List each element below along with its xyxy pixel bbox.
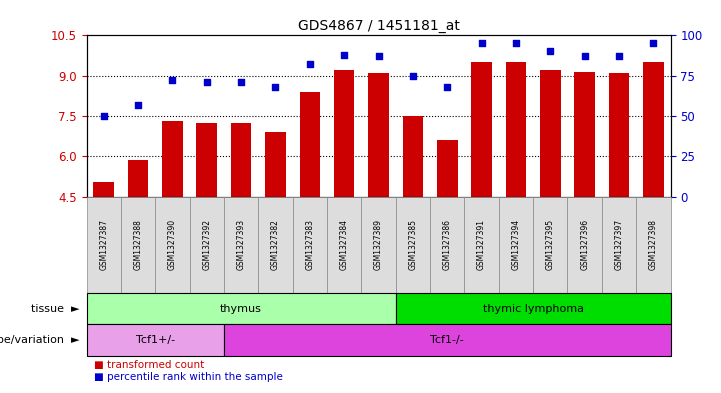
Point	[270, 84, 281, 90]
Bar	[540, 70, 561, 196]
Bar	[94, 182, 114, 196]
Text: GSM1327387: GSM1327387	[99, 219, 108, 270]
Point	[201, 79, 213, 85]
Text: GSM1327384: GSM1327384	[340, 219, 349, 270]
Bar	[265, 132, 286, 196]
Point	[373, 53, 384, 59]
Text: Tcf1+/-: Tcf1+/-	[136, 335, 174, 345]
Bar	[162, 121, 182, 196]
Text: GSM1327386: GSM1327386	[443, 219, 452, 270]
Point	[510, 40, 522, 47]
Bar	[505, 62, 526, 196]
Bar	[437, 140, 458, 196]
Text: GSM1327398: GSM1327398	[649, 219, 658, 270]
Bar	[368, 73, 389, 196]
Bar	[402, 116, 423, 196]
Point	[407, 72, 419, 79]
Point	[579, 53, 590, 59]
Point	[476, 40, 487, 47]
Text: tissue  ►: tissue ►	[31, 303, 79, 314]
Bar	[334, 70, 355, 196]
Bar	[299, 92, 320, 196]
Bar	[128, 160, 149, 196]
Text: GSM1327389: GSM1327389	[374, 219, 383, 270]
Text: thymic lymphoma: thymic lymphoma	[482, 303, 583, 314]
Text: GSM1327393: GSM1327393	[236, 219, 246, 270]
Text: Tcf1-/-: Tcf1-/-	[430, 335, 464, 345]
Point	[614, 53, 625, 59]
Bar	[575, 72, 595, 196]
Bar	[609, 73, 629, 196]
Point	[98, 113, 110, 119]
Text: GSM1327382: GSM1327382	[271, 219, 280, 270]
Point	[132, 101, 143, 108]
Point	[304, 61, 316, 68]
Bar	[472, 62, 492, 196]
Text: GSM1327391: GSM1327391	[477, 219, 486, 270]
Text: ■ transformed count: ■ transformed count	[94, 360, 204, 371]
Text: GSM1327395: GSM1327395	[546, 219, 554, 270]
Text: GSM1327392: GSM1327392	[203, 219, 211, 270]
Bar	[231, 123, 252, 196]
Text: genotype/variation  ►: genotype/variation ►	[0, 335, 79, 345]
Point	[235, 79, 247, 85]
Point	[441, 84, 453, 90]
Point	[544, 48, 556, 55]
Text: GSM1327388: GSM1327388	[133, 219, 143, 270]
Point	[167, 77, 178, 84]
Text: ■ percentile rank within the sample: ■ percentile rank within the sample	[94, 372, 283, 382]
Bar	[196, 123, 217, 196]
Point	[647, 40, 659, 47]
Text: GSM1327396: GSM1327396	[580, 219, 589, 270]
Bar	[643, 62, 663, 196]
Text: GSM1327385: GSM1327385	[408, 219, 417, 270]
Text: GSM1327394: GSM1327394	[511, 219, 521, 270]
Text: GSM1327390: GSM1327390	[168, 219, 177, 270]
Text: GSM1327397: GSM1327397	[614, 219, 624, 270]
Text: GSM1327383: GSM1327383	[305, 219, 314, 270]
Point	[338, 51, 350, 58]
Text: thymus: thymus	[220, 303, 262, 314]
Title: GDS4867 / 1451181_at: GDS4867 / 1451181_at	[298, 19, 459, 33]
